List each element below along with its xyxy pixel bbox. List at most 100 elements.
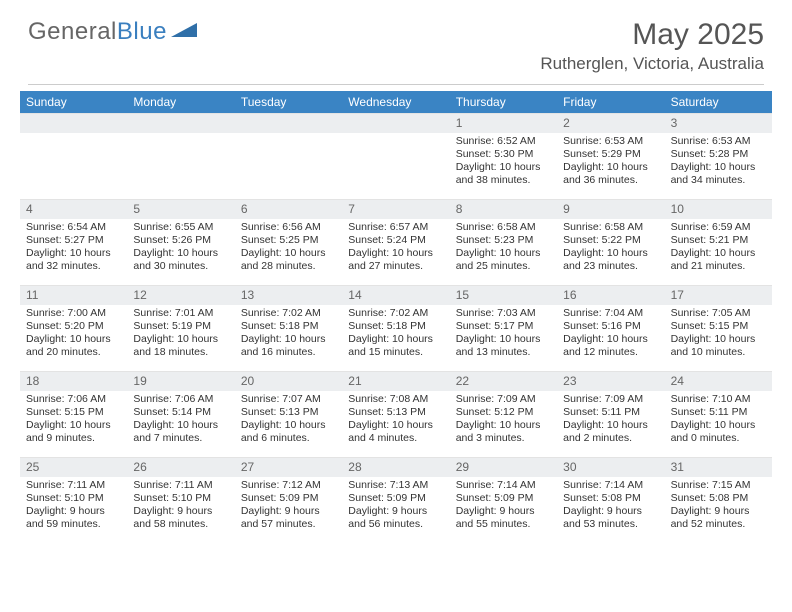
sunset-line: Sunset: 5:29 PM xyxy=(563,148,658,161)
sunrise-line: Sunrise: 6:53 AM xyxy=(563,135,658,148)
sunrise-line: Sunrise: 7:02 AM xyxy=(241,307,336,320)
day-body: Sunrise: 6:58 AMSunset: 5:22 PMDaylight:… xyxy=(557,219,664,280)
day-number: 7 xyxy=(342,199,449,219)
sunrise-line: Sunrise: 6:53 AM xyxy=(671,135,766,148)
sunset-line: Sunset: 5:23 PM xyxy=(456,234,551,247)
sunset-line: Sunset: 5:11 PM xyxy=(563,406,658,419)
daylight-line: Daylight: 10 hours and 2 minutes. xyxy=(563,419,658,445)
daylight-line: Daylight: 10 hours and 20 minutes. xyxy=(26,333,121,359)
daylight-line: Daylight: 10 hours and 15 minutes. xyxy=(348,333,443,359)
sunrise-line: Sunrise: 7:13 AM xyxy=(348,479,443,492)
daylight-line: Daylight: 10 hours and 28 minutes. xyxy=(241,247,336,273)
day-body: Sunrise: 7:02 AMSunset: 5:18 PMDaylight:… xyxy=(235,305,342,366)
day-header: Wednesday xyxy=(342,91,449,113)
sunrise-line: Sunrise: 7:14 AM xyxy=(563,479,658,492)
day-body: Sunrise: 7:14 AMSunset: 5:08 PMDaylight:… xyxy=(557,477,664,538)
page-header: GeneralBlue May 2025 Rutherglen, Victori… xyxy=(0,0,792,80)
sunrise-line: Sunrise: 7:02 AM xyxy=(348,307,443,320)
daylight-line: Daylight: 10 hours and 10 minutes. xyxy=(671,333,766,359)
sunrise-line: Sunrise: 6:56 AM xyxy=(241,221,336,234)
calendar-cell-empty: . xyxy=(342,113,449,199)
day-number: 30 xyxy=(557,457,664,477)
day-body: Sunrise: 7:12 AMSunset: 5:09 PMDaylight:… xyxy=(235,477,342,538)
daylight-line: Daylight: 10 hours and 12 minutes. xyxy=(563,333,658,359)
daylight-line: Daylight: 10 hours and 3 minutes. xyxy=(456,419,551,445)
sunset-line: Sunset: 5:15 PM xyxy=(671,320,766,333)
calendar-cell: 9Sunrise: 6:58 AMSunset: 5:22 PMDaylight… xyxy=(557,199,664,285)
calendar-cell: 10Sunrise: 6:59 AMSunset: 5:21 PMDayligh… xyxy=(665,199,772,285)
title-block: May 2025 Rutherglen, Victoria, Australia xyxy=(540,18,764,74)
sunset-line: Sunset: 5:14 PM xyxy=(133,406,228,419)
calendar-cell: 8Sunrise: 6:58 AMSunset: 5:23 PMDaylight… xyxy=(450,199,557,285)
day-body: Sunrise: 6:53 AMSunset: 5:28 PMDaylight:… xyxy=(665,133,772,194)
day-body: Sunrise: 7:01 AMSunset: 5:19 PMDaylight:… xyxy=(127,305,234,366)
day-number: 1 xyxy=(450,113,557,133)
calendar-cell: 25Sunrise: 7:11 AMSunset: 5:10 PMDayligh… xyxy=(20,457,127,543)
day-header: Friday xyxy=(557,91,664,113)
day-body: Sunrise: 7:05 AMSunset: 5:15 PMDaylight:… xyxy=(665,305,772,366)
sunrise-line: Sunrise: 7:06 AM xyxy=(26,393,121,406)
daylight-line: Daylight: 9 hours and 56 minutes. xyxy=(348,505,443,531)
sunset-line: Sunset: 5:13 PM xyxy=(348,406,443,419)
day-body: Sunrise: 6:52 AMSunset: 5:30 PMDaylight:… xyxy=(450,133,557,194)
day-number: 18 xyxy=(20,371,127,391)
day-number: 16 xyxy=(557,285,664,305)
day-number: 20 xyxy=(235,371,342,391)
daylight-line: Daylight: 9 hours and 53 minutes. xyxy=(563,505,658,531)
day-body: Sunrise: 7:03 AMSunset: 5:17 PMDaylight:… xyxy=(450,305,557,366)
calendar-cell: 5Sunrise: 6:55 AMSunset: 5:26 PMDaylight… xyxy=(127,199,234,285)
daylight-line: Daylight: 10 hours and 36 minutes. xyxy=(563,161,658,187)
sunset-line: Sunset: 5:09 PM xyxy=(456,492,551,505)
calendar-cell: 27Sunrise: 7:12 AMSunset: 5:09 PMDayligh… xyxy=(235,457,342,543)
day-body: Sunrise: 7:15 AMSunset: 5:08 PMDaylight:… xyxy=(665,477,772,538)
calendar-cell: 16Sunrise: 7:04 AMSunset: 5:16 PMDayligh… xyxy=(557,285,664,371)
sunset-line: Sunset: 5:18 PM xyxy=(348,320,443,333)
daylight-line: Daylight: 10 hours and 9 minutes. xyxy=(26,419,121,445)
day-header: Sunday xyxy=(20,91,127,113)
day-number: 24 xyxy=(665,371,772,391)
daylight-line: Daylight: 10 hours and 32 minutes. xyxy=(26,247,121,273)
calendar-grid: SundayMondayTuesdayWednesdayThursdayFrid… xyxy=(20,91,772,543)
day-body: Sunrise: 7:02 AMSunset: 5:18 PMDaylight:… xyxy=(342,305,449,366)
sunset-line: Sunset: 5:15 PM xyxy=(26,406,121,419)
calendar-cell: 22Sunrise: 7:09 AMSunset: 5:12 PMDayligh… xyxy=(450,371,557,457)
day-body: Sunrise: 7:09 AMSunset: 5:11 PMDaylight:… xyxy=(557,391,664,452)
calendar-cell: 12Sunrise: 7:01 AMSunset: 5:19 PMDayligh… xyxy=(127,285,234,371)
calendar-cell: 20Sunrise: 7:07 AMSunset: 5:13 PMDayligh… xyxy=(235,371,342,457)
calendar-cell: 28Sunrise: 7:13 AMSunset: 5:09 PMDayligh… xyxy=(342,457,449,543)
calendar-cell: 30Sunrise: 7:14 AMSunset: 5:08 PMDayligh… xyxy=(557,457,664,543)
day-number: 23 xyxy=(557,371,664,391)
sunrise-line: Sunrise: 7:11 AM xyxy=(133,479,228,492)
sunrise-line: Sunrise: 7:08 AM xyxy=(348,393,443,406)
daylight-line: Daylight: 9 hours and 59 minutes. xyxy=(26,505,121,531)
sunset-line: Sunset: 5:18 PM xyxy=(241,320,336,333)
day-number: 28 xyxy=(342,457,449,477)
day-number: 2 xyxy=(557,113,664,133)
calendar-cell-empty: . xyxy=(127,113,234,199)
day-body: Sunrise: 7:07 AMSunset: 5:13 PMDaylight:… xyxy=(235,391,342,452)
day-body: Sunrise: 6:53 AMSunset: 5:29 PMDaylight:… xyxy=(557,133,664,194)
day-number: 26 xyxy=(127,457,234,477)
sunrise-line: Sunrise: 6:58 AM xyxy=(456,221,551,234)
day-body: Sunrise: 6:57 AMSunset: 5:24 PMDaylight:… xyxy=(342,219,449,280)
calendar-cell: 17Sunrise: 7:05 AMSunset: 5:15 PMDayligh… xyxy=(665,285,772,371)
day-body: Sunrise: 7:00 AMSunset: 5:20 PMDaylight:… xyxy=(20,305,127,366)
sunrise-line: Sunrise: 6:55 AM xyxy=(133,221,228,234)
day-header: Monday xyxy=(127,91,234,113)
daylight-line: Daylight: 10 hours and 34 minutes. xyxy=(671,161,766,187)
day-number: 3 xyxy=(665,113,772,133)
sunrise-line: Sunrise: 7:01 AM xyxy=(133,307,228,320)
calendar-cell: 11Sunrise: 7:00 AMSunset: 5:20 PMDayligh… xyxy=(20,285,127,371)
day-number: 8 xyxy=(450,199,557,219)
sunset-line: Sunset: 5:10 PM xyxy=(26,492,121,505)
triangle-icon xyxy=(171,20,197,43)
day-body: Sunrise: 7:06 AMSunset: 5:14 PMDaylight:… xyxy=(127,391,234,452)
sunset-line: Sunset: 5:19 PM xyxy=(133,320,228,333)
calendar-cell: 13Sunrise: 7:02 AMSunset: 5:18 PMDayligh… xyxy=(235,285,342,371)
calendar-cell: 23Sunrise: 7:09 AMSunset: 5:11 PMDayligh… xyxy=(557,371,664,457)
sunset-line: Sunset: 5:26 PM xyxy=(133,234,228,247)
location-subtitle: Rutherglen, Victoria, Australia xyxy=(540,54,764,74)
sunset-line: Sunset: 5:20 PM xyxy=(26,320,121,333)
sunrise-line: Sunrise: 6:59 AM xyxy=(671,221,766,234)
sunrise-line: Sunrise: 7:09 AM xyxy=(563,393,658,406)
